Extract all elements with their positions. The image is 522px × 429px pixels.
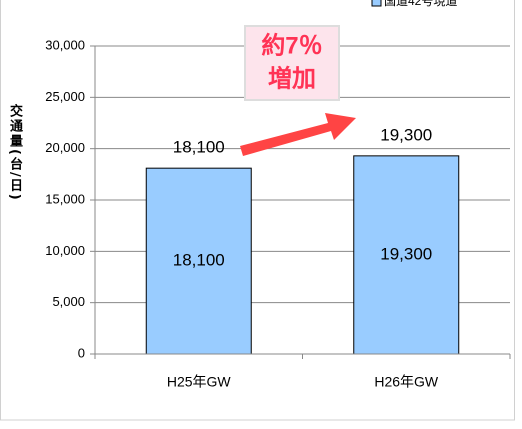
y-tick-label: 20,000 bbox=[45, 140, 85, 155]
y-tick-label: 25,000 bbox=[45, 89, 85, 104]
y-tick-label: 30,000 bbox=[45, 37, 85, 52]
legend-swatch bbox=[371, 0, 382, 7]
value-label: 19,300 bbox=[380, 244, 432, 263]
x-tick-label: H25年GW bbox=[167, 374, 232, 390]
y-tick-label: 10,000 bbox=[45, 243, 85, 258]
y-axis-label: 交通量(台/日) bbox=[7, 104, 22, 202]
chart-frame bbox=[0, 0, 515, 421]
annotation: 約7％ 増加 bbox=[240, 25, 356, 156]
y-tick-label: 0 bbox=[78, 345, 85, 360]
annotation-text: 増加 bbox=[268, 64, 316, 92]
y-tick-label: 15,000 bbox=[45, 191, 85, 206]
annotation-text: 約7％ bbox=[261, 31, 322, 59]
plot: 0 5,000 10,000 15,000 20,000 25,000 30,000 18,1… bbox=[45, 0, 511, 390]
annotation-box bbox=[244, 25, 340, 101]
legend-label: 国道42号現道 bbox=[384, 0, 457, 8]
x-tick-label: H26年GW bbox=[374, 374, 439, 390]
arrow bbox=[240, 113, 356, 156]
value-label: 19,300 bbox=[380, 125, 432, 144]
y-tick-label: 5,000 bbox=[52, 294, 85, 309]
value-label: 18,100 bbox=[173, 138, 225, 157]
bar bbox=[145, 167, 252, 355]
value-label: 18,100 bbox=[173, 251, 225, 270]
bar bbox=[353, 155, 460, 355]
